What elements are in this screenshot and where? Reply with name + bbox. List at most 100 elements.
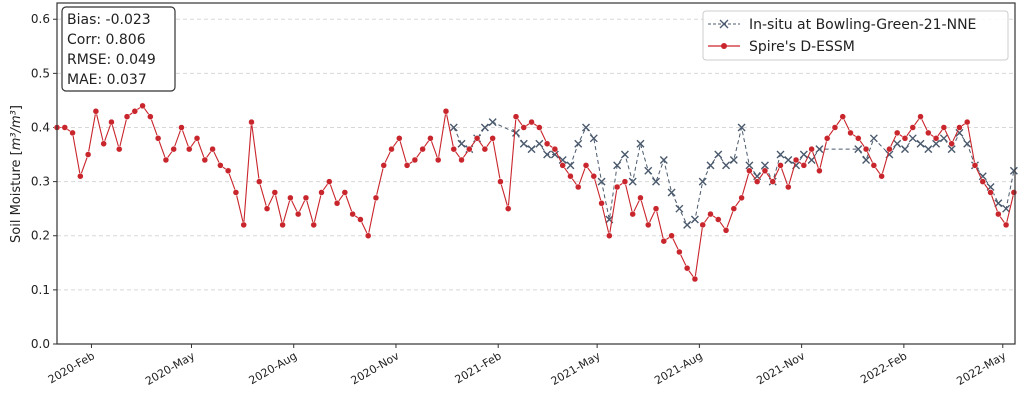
- data-point: [543, 140, 551, 147]
- data-point: [831, 124, 839, 131]
- data-point: [667, 188, 676, 197]
- data-point: [776, 150, 785, 159]
- data-point: [799, 150, 808, 159]
- data-point: [108, 118, 115, 126]
- data-point: [582, 162, 590, 169]
- data-point: [955, 128, 964, 137]
- data-point: [489, 135, 496, 142]
- data-point: [326, 178, 333, 185]
- data-point: [488, 118, 497, 127]
- data-point: [893, 139, 902, 148]
- data-point: [908, 134, 917, 143]
- x-tick-label: 2022-May: [954, 349, 1008, 388]
- data-point: [310, 221, 317, 229]
- data-point: [808, 145, 815, 153]
- data-point: [551, 145, 559, 153]
- data-point: [948, 140, 955, 147]
- data-point: [162, 156, 170, 164]
- data-point: [987, 189, 994, 196]
- data-point: [807, 155, 816, 164]
- data-point: [1009, 166, 1018, 175]
- data-point: [512, 113, 520, 120]
- data-point: [886, 145, 893, 153]
- data-point: [676, 248, 683, 256]
- data-point: [746, 167, 753, 175]
- data-point: [574, 139, 583, 148]
- y-axis-label-prefix: Soil Moisture [: [9, 150, 24, 243]
- data-point: [481, 145, 489, 153]
- data-point: [878, 172, 885, 180]
- data-point: [815, 145, 824, 154]
- data-point: [535, 139, 544, 148]
- data-point: [870, 162, 878, 169]
- data-point: [224, 167, 232, 175]
- data-point: [449, 123, 458, 132]
- data-point: [442, 108, 450, 115]
- data-point: [823, 135, 831, 142]
- data-point: [341, 189, 349, 196]
- data-point: [263, 205, 271, 212]
- data-point: [139, 102, 146, 110]
- data-point: [558, 155, 567, 164]
- data-point: [318, 189, 325, 196]
- plot-frame: [56, 2, 1016, 345]
- data-point: [84, 151, 92, 158]
- y-tick-label: 0.1: [31, 283, 50, 297]
- data-point: [978, 172, 987, 181]
- data-point: [698, 177, 707, 186]
- stat-bias: Bias: -0.023: [67, 12, 151, 28]
- data-point: [186, 145, 193, 153]
- data-point: [504, 205, 512, 212]
- data-point: [480, 123, 489, 132]
- y-tick-label: 0.0: [31, 337, 50, 351]
- data-point: [1002, 221, 1010, 229]
- x-tick-label: 2021-May: [549, 349, 603, 388]
- data-point: [785, 183, 792, 191]
- data-point: [147, 113, 154, 120]
- data-point: [403, 162, 411, 169]
- data-point: [777, 162, 784, 169]
- data-point: [193, 135, 201, 142]
- data-point: [427, 135, 434, 142]
- y-axis-label-unit: m³/m³: [9, 110, 24, 150]
- data-point: [963, 118, 971, 126]
- data-point: [854, 145, 863, 154]
- data-point: [690, 215, 699, 224]
- data-point: [411, 156, 419, 164]
- data-point: [691, 275, 699, 283]
- data-point: [77, 172, 84, 180]
- data-point: [1010, 189, 1018, 196]
- data-point: [963, 139, 972, 148]
- data-point: [115, 145, 123, 153]
- data-point: [201, 156, 209, 164]
- data-point: [909, 124, 917, 131]
- data-point: [536, 124, 543, 131]
- x-tick-label: 2022-Feb: [858, 349, 909, 386]
- data-point: [567, 172, 574, 180]
- data-point: [154, 135, 162, 142]
- data-point: [706, 161, 715, 170]
- x-tick-label: 2021-Aug: [652, 349, 705, 387]
- data-point: [597, 177, 606, 186]
- data-point: [458, 156, 465, 164]
- legend-insitu-label: In-situ at Bowling-Green-21-NNE: [749, 17, 976, 33]
- legend: In-situ at Bowling-Green-21-NNE Spire's …: [702, 10, 1009, 61]
- data-point: [652, 205, 660, 212]
- data-point: [839, 113, 846, 120]
- data-point: [170, 145, 177, 153]
- x-tick-label: 2021-Feb: [453, 349, 504, 386]
- data-point: [668, 232, 675, 239]
- data-point: [893, 129, 901, 137]
- data-point: [707, 210, 714, 218]
- data-point: [722, 227, 730, 234]
- stat-corr: Corr: 0.806: [67, 32, 146, 48]
- stats-box: Bias: -0.023 Corr: 0.806 RMSE: 0.049 MAE…: [61, 6, 176, 92]
- data-point: [761, 167, 769, 175]
- data-point: [550, 150, 559, 159]
- data-point: [722, 161, 731, 170]
- data-point: [613, 183, 621, 191]
- data-point: [738, 194, 745, 202]
- data-point: [769, 178, 776, 185]
- y-tick-label: 0.5: [31, 66, 50, 80]
